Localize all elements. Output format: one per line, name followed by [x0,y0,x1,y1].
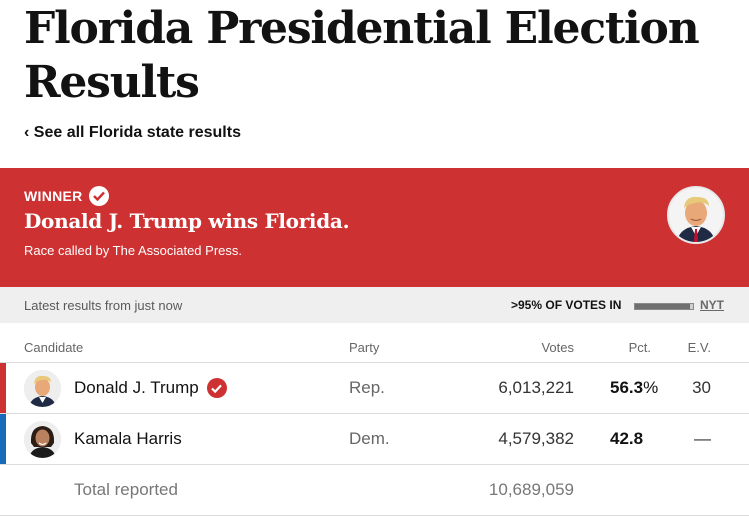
winner-photo [667,186,725,244]
candidate-name: Kamala Harris [74,429,182,449]
table-row: Kamala Harris Dem. 4,579,382 42.8 — [0,413,749,464]
winner-headline: Donald J. Trump wins Florida. [24,209,350,233]
winner-label: WINNER [24,188,83,204]
candidate-name-text: Donald J. Trump [74,378,199,397]
header-votes: Votes [541,340,574,355]
candidate-name: Donald J. Trump [74,378,227,398]
winner-label-row: WINNER [24,186,109,206]
winner-check-icon [206,378,227,398]
pct-sign: % [643,378,659,397]
votes-in-label: >95% OF VOTES IN [511,298,622,312]
status-bar: Latest results from just now >95% OF VOT… [0,287,749,323]
candidate-party: Dem. [349,429,390,448]
winner-banner: WINNER Donald J. Trump wins Florida. Rac… [0,168,749,287]
candidate-pct: 42.8 [610,429,643,449]
candidate-ev: 30 [692,378,711,397]
votes-in-progress-bar [634,303,694,310]
candidate-party: Rep. [349,378,385,397]
page-title: Florida Presidential Election Results [24,3,700,108]
header-ev: E.V. [687,340,711,355]
race-called-text: Race called by The Associated Press. [24,243,242,258]
source-link[interactable]: NYT [700,298,724,312]
candidate-avatar [24,421,61,458]
results-table: Candidate Party Votes Pct. E.V. Donald J… [0,334,749,516]
party-color-stripe [0,363,6,413]
table-bottom-divider [0,515,749,516]
total-row: Total reported 10,689,059 [0,464,749,515]
candidate-pct: 56.3% [610,378,658,398]
total-label: Total reported [74,480,178,499]
candidate-ev: — [694,429,711,448]
candidate-avatar [24,370,61,407]
table-row: Donald J. Trump Rep. 6,013,221 56.3% 30 [0,362,749,413]
party-color-stripe [0,414,6,464]
checkmark-icon [88,186,109,206]
header-candidate: Candidate [24,340,84,355]
total-votes: 10,689,059 [488,480,574,499]
header-pct: Pct. [628,340,651,355]
see-all-results-link[interactable]: ‹ See all Florida state results [24,124,241,141]
candidate-pct-value: 42.8 [610,429,644,448]
candidate-votes: 6,013,221 [498,378,574,397]
latest-results-text: Latest results from just now [24,298,183,313]
votes-in-progress-fill [635,304,691,309]
header-party: Party [349,340,380,355]
candidate-name-text: Kamala Harris [74,429,182,448]
table-header: Candidate Party Votes Pct. E.V. [0,334,749,362]
candidate-votes: 4,579,382 [498,429,574,448]
candidate-pct-value: 56.3 [610,378,644,397]
